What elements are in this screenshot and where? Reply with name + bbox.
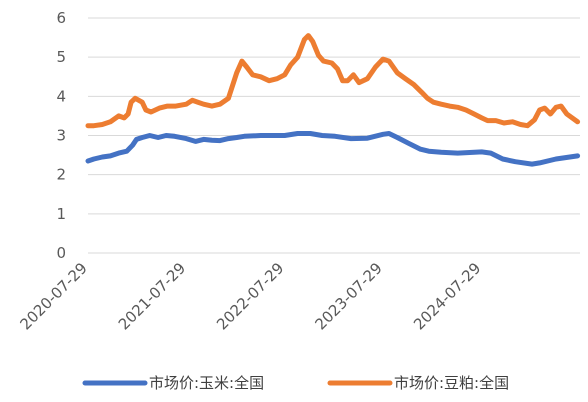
series-lines [85,33,581,167]
y-tick-label: 3 [56,127,66,145]
legend-label-1: 市场价:豆粕:全国 [394,374,509,392]
y-tick-label: 1 [56,205,66,223]
y-tick-label: 0 [56,244,66,262]
x-tick-label: 2023-07-29 [311,259,385,333]
x-tick-label: 2024-07-29 [410,259,484,333]
y-axis-tick-labels: 0 1 2 3 4 5 6 [56,9,66,262]
y-tick-label: 2 [56,166,66,184]
y-tick-label: 6 [56,9,66,27]
x-tick-label: 2020-07-29 [16,259,90,333]
y-tick-label: 4 [56,87,66,105]
series-line-1 [85,33,581,129]
legend-label-0: 市场价:玉米:全国 [149,374,264,392]
x-tick-label: 2022-07-29 [213,259,287,333]
x-axis-tick-labels: 2020-07-29 2021-07-29 2022-07-29 2023-07-29… [16,259,484,333]
x-tick-label: 2021-07-29 [115,259,189,333]
series-line-0 [85,131,581,167]
y-tick-label: 5 [56,48,66,66]
legend: 市场价:玉米:全国 市场价:豆粕:全国 [82,374,509,392]
